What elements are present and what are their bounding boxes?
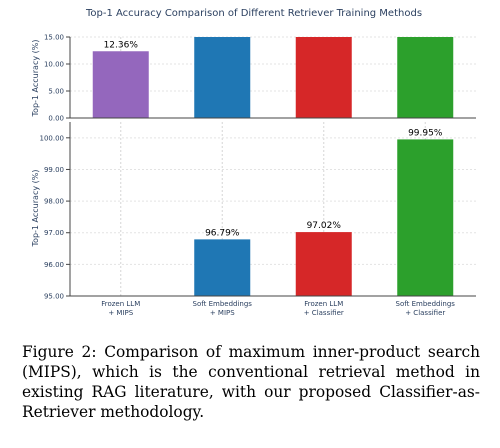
y-tick-label: 96.00 bbox=[44, 261, 64, 269]
y-tick-label: 100.00 bbox=[40, 134, 65, 142]
x-tick-label: Soft Embeddings bbox=[193, 300, 253, 308]
x-tick-label: Soft Embeddings bbox=[396, 300, 456, 308]
bar-chart: Top-1 Accuracy Comparison of Different R… bbox=[31, 8, 476, 317]
bar-value-label: 99.95% bbox=[408, 128, 443, 138]
bar-value-label: 96.79% bbox=[205, 228, 240, 238]
y-axis-label-top: Top-1 Accuracy (%) bbox=[31, 40, 40, 118]
y-tick-label: 0.00 bbox=[48, 115, 64, 123]
bar-value-label: 12.36% bbox=[104, 40, 139, 50]
x-tick-label: Frozen LLM bbox=[304, 300, 343, 308]
bar bbox=[194, 239, 251, 296]
bar bbox=[194, 37, 251, 118]
bar bbox=[92, 51, 149, 119]
bar bbox=[397, 37, 454, 118]
bar-value-label: 97.02% bbox=[307, 221, 342, 231]
y-tick-label: 5.00 bbox=[48, 88, 64, 96]
y-tick-label: 10.00 bbox=[44, 61, 64, 69]
y-tick-label: 95.00 bbox=[44, 293, 64, 301]
x-tick-label: + Classifier bbox=[405, 309, 445, 317]
chart-title: Top-1 Accuracy Comparison of Different R… bbox=[85, 8, 422, 19]
y-tick-label: 15.00 bbox=[44, 34, 64, 42]
bar bbox=[397, 139, 454, 296]
figure-caption: Figure 2: Comparison of maximum inner-pr… bbox=[22, 343, 480, 421]
y-axis-label-bottom: Top-1 Accuracy (%) bbox=[31, 170, 40, 248]
x-tick-label: Frozen LLM bbox=[101, 300, 140, 308]
bar bbox=[295, 232, 352, 296]
x-tick-label: + Classifier bbox=[304, 309, 344, 317]
bar bbox=[295, 37, 352, 118]
x-tick-label: + MIPS bbox=[210, 309, 235, 317]
y-tick-label: 97.00 bbox=[44, 229, 64, 237]
y-tick-label: 98.00 bbox=[44, 198, 64, 206]
x-tick-label: + MIPS bbox=[108, 309, 133, 317]
y-tick-label: 99.00 bbox=[44, 166, 64, 174]
